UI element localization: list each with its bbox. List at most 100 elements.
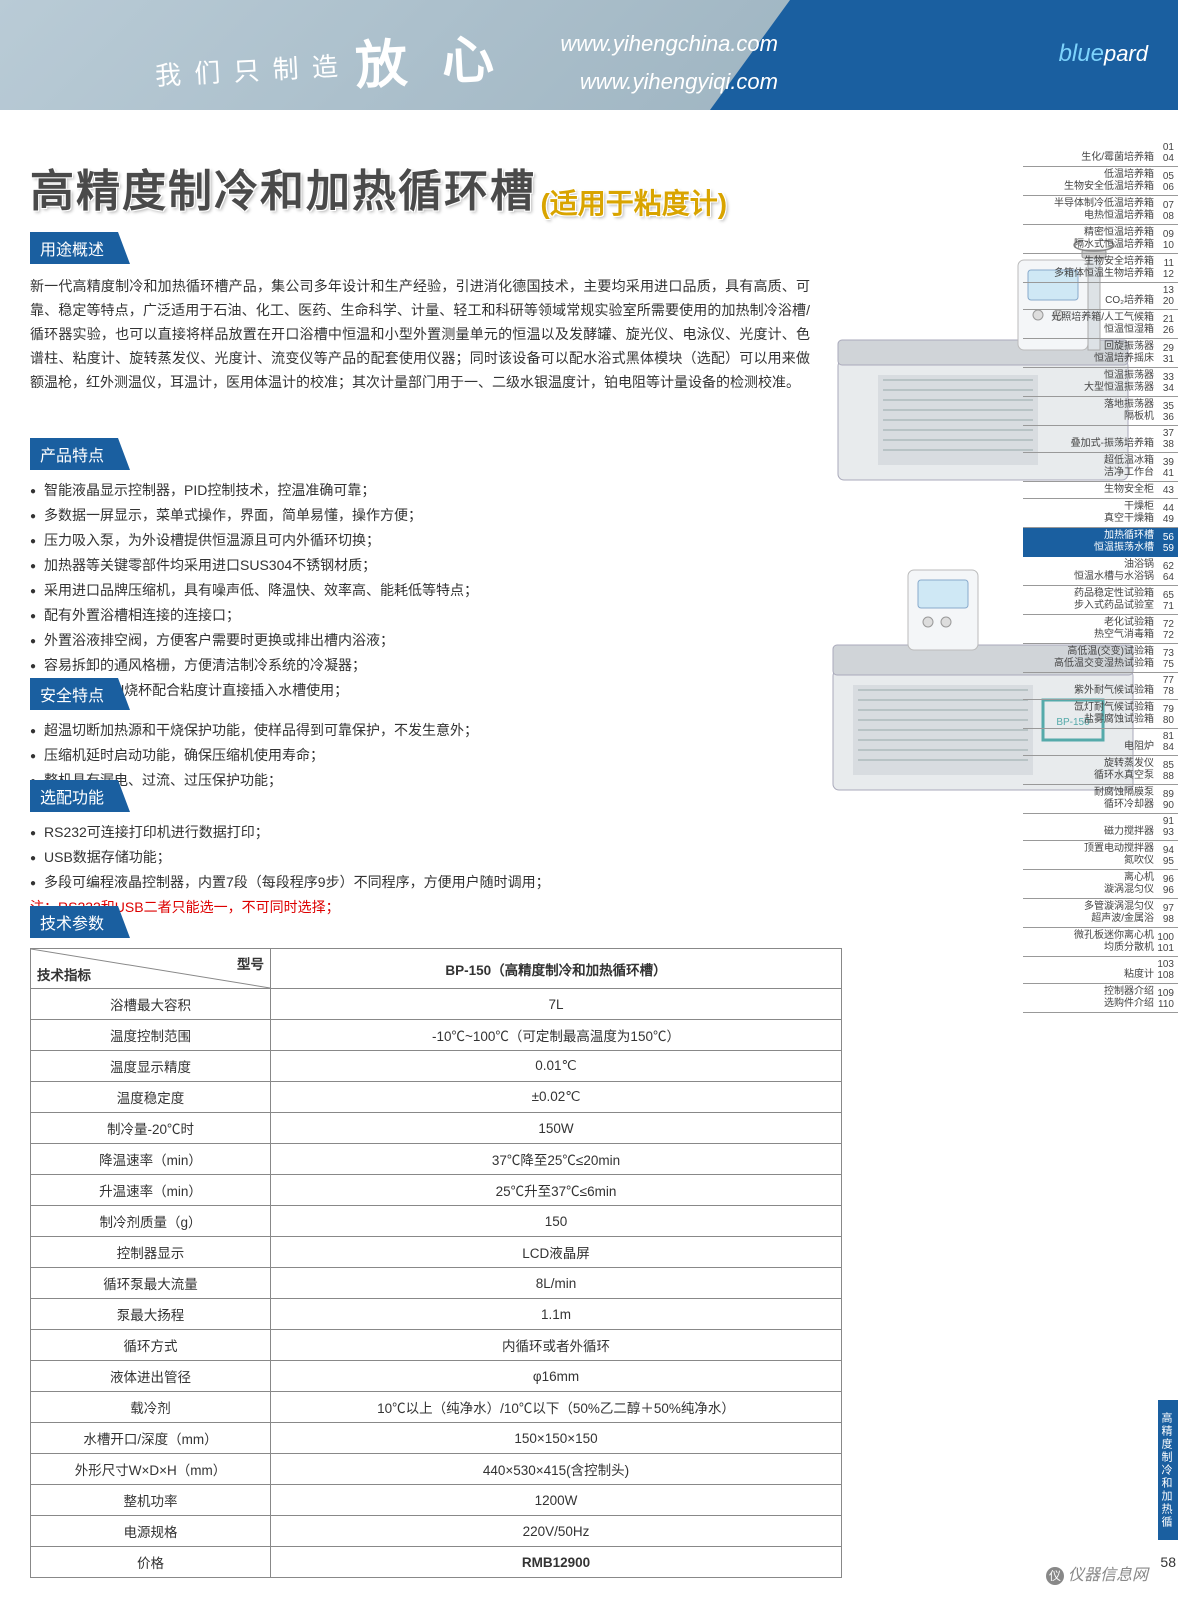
- sidebar-item-label: 顶置电动搅拌器 氮吹仪: [1023, 843, 1154, 867]
- sidebar-item: 低温培养箱 生物安全低温培养箱05 06: [1023, 167, 1178, 196]
- watermark-text: 仪器信息网: [1068, 1567, 1148, 1584]
- sidebar-item: CO₂培养箱13 20: [1023, 283, 1178, 310]
- title-sub: (适用于粘度计): [540, 182, 727, 222]
- spec-val: 8L/min: [271, 1268, 842, 1299]
- spec-key: 液体进出管径: [31, 1361, 271, 1392]
- url-2: www.yihengyiqi.com: [560, 63, 778, 101]
- table-row: 整机功率1200W: [31, 1485, 842, 1516]
- sidebar-item-num: 77 78: [1154, 675, 1174, 697]
- table-row: 循环方式内循环或者外循环: [31, 1330, 842, 1361]
- sidebar-item: 耐腐蚀隔膜泵 循环冷却器89 90: [1023, 785, 1178, 814]
- sidebar-item-num: 44 49: [1154, 503, 1174, 525]
- spec-val: 0.01℃: [271, 1051, 842, 1082]
- sidebar-item-num: 96 96: [1154, 874, 1174, 896]
- sidebar-item-label: 超低温冰箱 洁净工作台: [1023, 455, 1154, 479]
- list-item: 配有外置浴槽相连接的连接口；: [30, 603, 810, 628]
- list-item: 容易拆卸的通风格栅，方便清洁制冷系统的冷凝器；: [30, 653, 810, 678]
- sidebar-item-label: 低温培养箱 生物安全低温培养箱: [1023, 169, 1154, 193]
- sidebar-item-num: 85 88: [1154, 760, 1174, 782]
- optional-label: 选配功能: [30, 780, 130, 812]
- main-title: 高精度制冷和加热循环槽 (适用于粘度计): [30, 155, 727, 222]
- sidebar-item-num: 29 31: [1154, 343, 1174, 365]
- list-item: 智能液晶显示控制器，PID控制技术，控温准确可靠；: [30, 478, 810, 503]
- watermark: 仪仪器信息网: [1046, 1561, 1148, 1585]
- table-row: 制冷剂质量（g）150: [31, 1206, 842, 1237]
- spec-key: 温度控制范围: [31, 1020, 271, 1051]
- spec-key: 温度稳定度: [31, 1082, 271, 1113]
- sidebar-item-num: 43: [1154, 485, 1174, 496]
- sidebar-item-num: 37 38: [1154, 428, 1174, 450]
- url-1: www.yihengchina.com: [560, 25, 778, 63]
- sidebar-item-label: 紫外耐气候试验箱: [1023, 685, 1154, 697]
- spec-key: 升温速率（min）: [31, 1175, 271, 1206]
- watermark-icon: 仪: [1046, 1567, 1064, 1585]
- table-row: 水槽开口/深度（mm）150×150×150: [31, 1423, 842, 1454]
- sidebar-item-label: 半导体制冷低温培养箱 电热恒温培养箱: [1023, 198, 1154, 222]
- sidebar-item: 超低温冰箱 洁净工作台39 41: [1023, 453, 1178, 482]
- table-row: 载冷剂10℃以上（纯净水）/10℃以下（50%乙二醇＋50%纯净水）: [31, 1392, 842, 1423]
- spec-val: 1.1m: [271, 1299, 842, 1330]
- sidebar-item-label: 多管漩涡混匀仪 超声波/金属浴: [1023, 901, 1154, 925]
- list-item: 压缩机延时启动功能，确保压缩机使用寿命；: [30, 743, 810, 768]
- sidebar-item-num: 79 80: [1154, 704, 1174, 726]
- spec-val: 7L: [271, 989, 842, 1020]
- title-main: 高精度制冷和加热循环槽: [30, 155, 536, 219]
- specs-table: 技术指标 型号 BP-150（高精度制冷和加热循环槽） 浴槽最大容积7L温度控制…: [30, 948, 842, 1578]
- table-row: 液体进出管径φ16mm: [31, 1361, 842, 1392]
- list-item: 多段可编程液晶控制器，内置7段（每段程序9步）不同程序，方便用户随时调用；: [30, 870, 810, 895]
- sidebar-item-label: CO₂培养箱: [1023, 295, 1154, 307]
- features-list: 智能液晶显示控制器，PID控制技术，控温准确可靠；多数据一屏显示，菜单式操作，界…: [30, 478, 810, 703]
- spec-key: 制冷量-20℃时: [31, 1113, 271, 1144]
- sidebar-item-label: 旋转蒸发仪 循环水真空泵: [1023, 758, 1154, 782]
- sidebar-item-label: 光照培养箱/人工气候箱 恒温恒湿箱: [1023, 312, 1154, 336]
- sidebar-item-num: 33 34: [1154, 372, 1174, 394]
- list-item: USB数据存储功能；: [30, 845, 810, 870]
- brand-suffix: pard: [1104, 41, 1148, 66]
- safety-label: 安全特点: [30, 678, 130, 710]
- sidebar-item-label: 生物安全培养箱 多箱体恒温生物培养箱: [1023, 256, 1154, 280]
- table-header-row: 技术指标 型号 BP-150（高精度制冷和加热循环槽）: [31, 949, 842, 989]
- spec-val: 25℃升至37℃≤6min: [271, 1175, 842, 1206]
- sidebar-item-num: 07 08: [1154, 200, 1174, 222]
- list-item: 外置浴液排空阀，方便客户需要时更换或排出槽内浴液；: [30, 628, 810, 653]
- spec-val: 10℃以上（纯净水）/10℃以下（50%乙二醇＋50%纯净水）: [271, 1392, 842, 1423]
- sidebar-item-num: 01 04: [1154, 142, 1174, 164]
- sidebar-item-num: 21 26: [1154, 314, 1174, 336]
- sidebar-item: 落地振荡器 隔板机35 36: [1023, 397, 1178, 426]
- sidebar-item-label: 高低温(交变)试验箱 高低温交变湿热试验箱: [1023, 646, 1154, 670]
- list-item: 采用进口品牌压缩机，具有噪声低、降温快、效率高、能耗低等特点；: [30, 578, 810, 603]
- spec-key: 水槽开口/深度（mm）: [31, 1423, 271, 1454]
- sidebar-item-label: 粘度计: [1023, 969, 1154, 981]
- slogan-big: 放 心: [353, 16, 505, 99]
- sidebar-item-num: 13 20: [1154, 285, 1174, 307]
- spec-key: 浴槽最大容积: [31, 989, 271, 1020]
- slogan-small: 我 们 只 制 造: [154, 46, 342, 93]
- sidebar-item-label: 精密恒温培养箱 隔水式恒温培养箱: [1023, 227, 1154, 251]
- spec-val: -10℃~100℃（可定制最高温度为150℃）: [271, 1020, 842, 1051]
- spec-key: 价格: [31, 1547, 271, 1578]
- sidebar-item-label: 磁力搅拌器: [1023, 826, 1154, 838]
- sidebar-item-label: 生化/霉菌培养箱: [1023, 152, 1154, 164]
- spec-val: φ16mm: [271, 1361, 842, 1392]
- sidebar-item: 微孔板迷你离心机 均质分散机100 101: [1023, 928, 1178, 957]
- spec-val: 150: [271, 1206, 842, 1237]
- sidebar-item: 回旋振荡器 恒温培养摇床29 31: [1023, 339, 1178, 368]
- spec-val: RMB12900: [271, 1547, 842, 1578]
- table-row: 制冷量-20℃时150W: [31, 1113, 842, 1144]
- sidebar-item-num: 89 90: [1154, 789, 1174, 811]
- page-header: 我 们 只 制 造 放 心 www.yihengchina.com www.yi…: [0, 0, 1178, 110]
- sidebar-item: 精密恒温培养箱 隔水式恒温培养箱09 10: [1023, 225, 1178, 254]
- sidebar-item-label: 微孔板迷你离心机 均质分散机: [1023, 930, 1154, 954]
- table-row: 泵最大扬程1.1m: [31, 1299, 842, 1330]
- spec-val: 37℃降至25℃≤20min: [271, 1144, 842, 1175]
- sidebar-item: 紫外耐气候试验箱77 78: [1023, 673, 1178, 700]
- spec-key: 泵最大扬程: [31, 1299, 271, 1330]
- table-row: 降温速率（min）37℃降至25℃≤20min: [31, 1144, 842, 1175]
- sidebar-item-label: 回旋振荡器 恒温培养摇床: [1023, 341, 1154, 365]
- spec-val: ±0.02℃: [271, 1082, 842, 1113]
- sidebar-item-label: 干燥柜 真空干燥箱: [1023, 501, 1154, 525]
- spec-val: 内循环或者外循环: [271, 1330, 842, 1361]
- table-row: 升温速率（min）25℃升至37℃≤6min: [31, 1175, 842, 1206]
- usage-text: 新一代高精度制冷和加热循环槽产品，集公司多年设计和生产经验，引进消化德国技术，主…: [30, 274, 810, 394]
- th-left: 技术指标: [37, 964, 91, 984]
